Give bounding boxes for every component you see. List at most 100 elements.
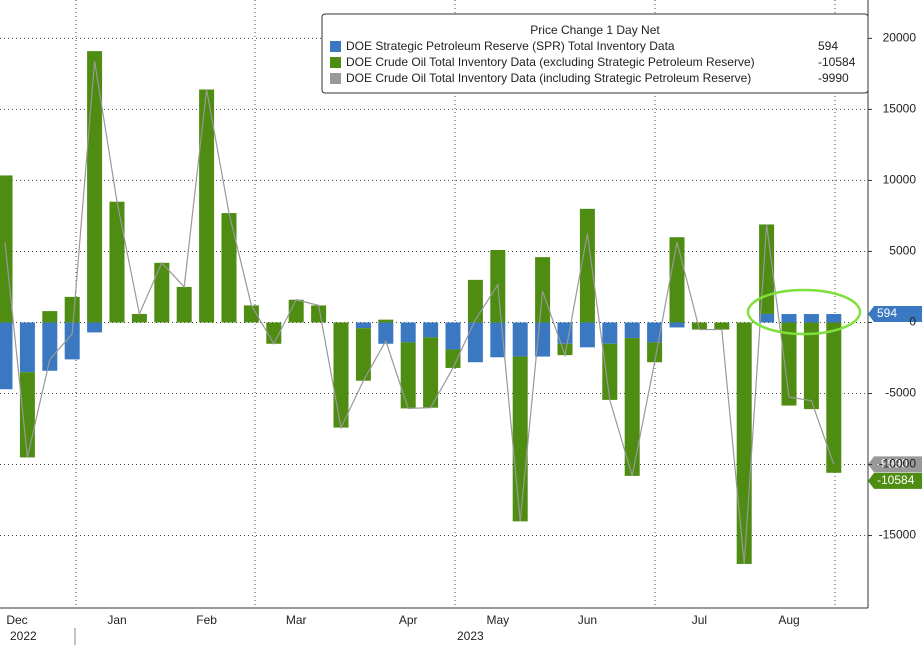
bar — [400, 342, 416, 409]
value-label: -10584 — [877, 473, 915, 487]
x-tick-label: Mar — [286, 613, 307, 627]
value-labels: -9990 -10584 594 — [868, 306, 922, 489]
bar — [400, 322, 416, 343]
value-label-box — [868, 456, 922, 473]
bar — [669, 322, 685, 328]
value-label: 594 — [877, 306, 897, 320]
bar — [467, 322, 483, 363]
y-tick-label: 15000 — [883, 102, 917, 116]
bar — [378, 319, 394, 323]
bar — [176, 286, 192, 323]
bar — [624, 322, 640, 339]
bar — [333, 322, 349, 428]
value-label-box — [868, 472, 922, 489]
bar — [131, 313, 147, 323]
bar — [445, 322, 461, 350]
bar — [87, 322, 103, 333]
legend-swatch — [330, 41, 341, 52]
year-label: 2022 — [10, 629, 37, 643]
legend-label: DOE Strategic Petroleum Reserve (SPR) To… — [346, 39, 675, 53]
bar — [109, 201, 125, 323]
bar — [647, 342, 663, 363]
bar — [64, 322, 80, 360]
y-tick-label: -15000 — [879, 528, 917, 542]
bar — [647, 322, 663, 343]
x-tick-label: Dec — [6, 613, 27, 627]
legend-label: DOE Crude Oil Total Inventory Data (excl… — [346, 55, 755, 69]
legend-box — [321, 13, 869, 94]
bar — [87, 51, 103, 323]
bar — [691, 322, 707, 330]
legend: Price Change 1 Day Net DOE Strategic Pet… — [321, 13, 869, 94]
y-tick-label: 10000 — [883, 173, 917, 187]
bar — [445, 349, 461, 368]
value-label: -9990 — [877, 457, 908, 471]
bar — [355, 328, 371, 381]
bar — [803, 322, 819, 410]
bar — [199, 89, 215, 323]
bar — [669, 237, 685, 323]
x-tick-label: Jul — [692, 613, 707, 627]
bar — [826, 322, 842, 473]
y-tick-label: -5000 — [885, 386, 916, 400]
bar — [42, 311, 58, 323]
bar — [311, 305, 327, 323]
value-label-box — [868, 306, 922, 323]
y-tick-label: -10000 — [879, 457, 917, 471]
bar — [42, 322, 58, 371]
bar — [19, 372, 35, 458]
bar — [759, 313, 775, 323]
bar — [602, 343, 618, 400]
bar — [423, 322, 439, 338]
highlight-ellipse — [746, 288, 862, 336]
legend-value: -10584 — [818, 55, 856, 69]
bar — [714, 322, 730, 330]
total-line — [4, 60, 835, 565]
legend-value: -9990 — [818, 71, 849, 85]
legend-label: DOE Crude Oil Total Inventory Data (incl… — [346, 71, 751, 85]
bar — [736, 322, 752, 564]
bar — [243, 305, 259, 323]
bar — [0, 322, 13, 390]
legend-value: 594 — [818, 39, 838, 53]
bar — [19, 322, 35, 373]
bar — [826, 314, 842, 323]
bar — [512, 356, 528, 522]
x-tick-label: Jan — [107, 613, 126, 627]
bar — [423, 337, 439, 408]
bar — [781, 322, 797, 406]
x-tick-label: Aug — [778, 613, 799, 627]
bar — [288, 299, 304, 323]
x-tick-label: May — [486, 613, 509, 627]
x-tick-label: Feb — [196, 613, 217, 627]
bar — [557, 322, 573, 344]
bar — [221, 213, 237, 323]
bar — [512, 322, 528, 357]
legend-swatch — [330, 73, 341, 84]
bar — [490, 322, 506, 358]
bar — [759, 224, 775, 314]
bar — [579, 322, 595, 348]
bar — [467, 279, 483, 323]
y-tick-label: 5000 — [889, 244, 916, 258]
year-label: 2023 — [457, 629, 484, 643]
legend-swatch — [330, 57, 341, 68]
x-tick-label: Jun — [578, 613, 597, 627]
bar — [803, 314, 819, 323]
bar — [154, 262, 170, 323]
bar — [579, 208, 595, 323]
bar — [378, 322, 394, 344]
bar — [355, 322, 371, 329]
bar — [602, 322, 618, 344]
bar — [535, 257, 551, 323]
y-tick-label: 0 — [909, 315, 916, 329]
bar — [557, 343, 573, 356]
legend-title: Price Change 1 Day Net — [530, 23, 660, 37]
y-tick-label: 20000 — [883, 31, 917, 45]
bar — [624, 338, 640, 476]
plot — [0, 51, 842, 565]
x-tick-label: Apr — [399, 613, 418, 627]
bar — [781, 314, 797, 323]
bar — [64, 296, 80, 323]
